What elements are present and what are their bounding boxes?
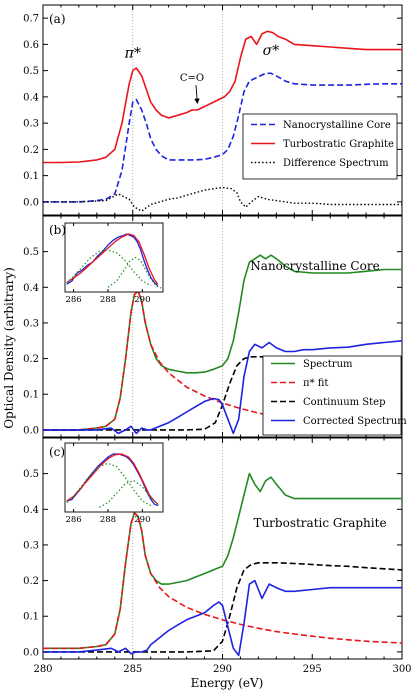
legend-label: Continuum Step: [303, 397, 386, 408]
y-tick-label: 0.5: [23, 247, 39, 258]
y-tick-label: 0.6: [23, 40, 39, 51]
inset-x-tick-label: 286: [65, 515, 81, 525]
legend-label: Spectrum: [303, 359, 353, 370]
legend-label: Turbostratic Graphite: [283, 139, 394, 150]
inset-series-fit: [66, 233, 159, 285]
annotation-text: σ*: [263, 43, 280, 59]
y-tick-label: 0.0: [23, 197, 39, 208]
legend-box: [242, 113, 398, 180]
y-tick-label: 0.1: [23, 171, 39, 182]
x-tick-label: 295: [303, 664, 322, 675]
inset-plot: 286 288 290: [64, 442, 164, 525]
y-tick-label: 0.5: [23, 469, 39, 480]
y-tick-label: 0.3: [23, 318, 39, 329]
inset-series-component-1: [66, 249, 152, 287]
y-tick-label: 0.4: [23, 92, 39, 103]
legend-label: Corrected Spectrum: [303, 416, 407, 427]
y-tick-label: 0.2: [23, 576, 39, 587]
y-tick-label: 0.3: [23, 540, 39, 551]
series-line-difference-spectrum: [43, 186, 402, 212]
series-line-spectrum: [43, 254, 402, 431]
panel-label: (c): [49, 445, 65, 459]
inset-series-component-1: [66, 462, 152, 507]
y-tick-label: 0.1: [23, 612, 39, 623]
legend-label: π* fit: [303, 378, 328, 389]
legend-label: Difference Spectrum: [283, 158, 389, 169]
inset-x-tick-label: 290: [134, 515, 150, 525]
inset-plot: 286 288 290: [64, 222, 164, 305]
inset-frame: [64, 222, 164, 293]
panel-label: (b): [49, 223, 66, 237]
series-line--fit: [43, 512, 403, 650]
series-line-corrected-spectrum: [43, 340, 403, 435]
y-tick-label: 0.2: [23, 354, 39, 365]
panel-title: Nanocrystalline Core: [250, 259, 379, 273]
y-tick-label: 0.3: [23, 119, 39, 130]
panel-label: (a): [49, 12, 66, 26]
inset-series-data: [66, 233, 159, 287]
y-tick-label: 0.2: [23, 145, 39, 156]
y-axis-label: Optical Density (arbitrary): [2, 267, 16, 429]
panel-c: 0.0 0.1 0.2 0.3 0.4 0.5 280 285 290 295 300 (c) Turb…: [23, 437, 412, 675]
inset-x-tick-label: 286: [65, 295, 81, 305]
inset-series-fit: [66, 453, 159, 505]
legend-label: Nanocrystalline Core: [283, 120, 391, 131]
panel-a: 0.0 0.1 0.2 0.3 0.4 0.5 0.6 0.7 (a) π* σ* C=O Nanocr…: [23, 4, 403, 216]
series-line-turbostratic-graphite: [43, 30, 402, 164]
annotation-text: C=O: [180, 73, 204, 84]
panel-b: 0.0 0.1 0.2 0.3 0.4 0.5 (b) Nanocrystalline Cor…: [23, 215, 407, 438]
panel-title: Turbostratic Graphite: [253, 516, 386, 530]
x-tick-label: 300: [392, 664, 411, 675]
series-line-continuum-step: [43, 562, 403, 653]
y-tick-label: 0.0: [23, 425, 39, 436]
y-tick-label: 0.0: [23, 647, 39, 658]
y-tick-label: 0.5: [23, 66, 39, 77]
legend-box: [262, 355, 402, 436]
x-tick-label: 280: [33, 664, 52, 675]
inset-x-tick-label: 288: [100, 295, 116, 305]
annotation-text: π*: [124, 46, 141, 62]
y-tick-label: 0.1: [23, 390, 39, 401]
inset-x-tick-label: 288: [100, 515, 116, 525]
series-line-nanocrystalline-core: [43, 72, 402, 203]
x-tick-label: 290: [213, 664, 232, 675]
x-tick-label: 285: [123, 664, 142, 675]
x-axis-label: Energy (eV): [191, 676, 264, 690]
inset-x-tick-label: 290: [134, 295, 150, 305]
inset-series-component-2: [99, 480, 161, 508]
y-tick-label: 0.4: [23, 505, 39, 516]
y-tick-label: 0.4: [23, 283, 39, 294]
series-line-corrected-spectrum: [43, 579, 402, 657]
y-tick-label: 0.7: [23, 14, 39, 25]
series-line-spectrum: [43, 472, 402, 650]
annotation-arrow: [194, 85, 200, 104]
